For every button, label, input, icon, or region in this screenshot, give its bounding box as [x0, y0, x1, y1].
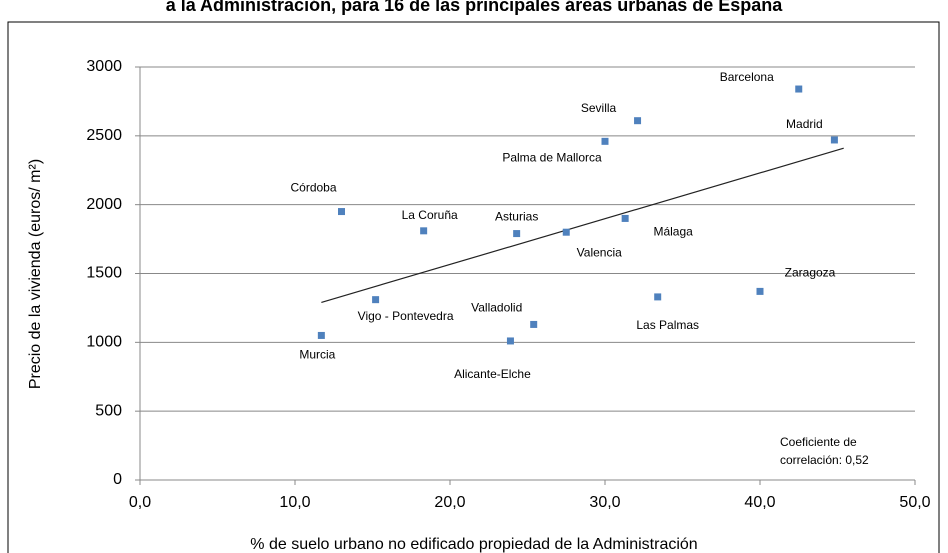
point	[506, 337, 514, 345]
point	[634, 117, 642, 125]
point-label: Alicante-Elche	[454, 367, 531, 381]
point	[830, 136, 838, 144]
point	[654, 293, 662, 301]
x-tick-label: 20,0	[434, 494, 465, 511]
point	[338, 208, 345, 216]
y-tick-label: 3000	[86, 58, 122, 75]
point-label: Asturias	[495, 210, 538, 224]
point-label: Valladolid	[471, 301, 522, 315]
point-label: Las Palmas	[636, 318, 699, 332]
annotation: correlación: 0,52	[780, 453, 869, 467]
point-label: Sevilla	[581, 101, 617, 115]
point	[513, 230, 521, 238]
y-tick-label: 2000	[86, 196, 122, 213]
chart-title: a la Administración, para 16 de las prin…	[166, 0, 784, 15]
point-label: Vigo - Pontevedra	[358, 309, 454, 323]
y-tick-label: 1500	[86, 265, 122, 282]
x-axis-label: % de suelo urbano no edificado propiedad…	[250, 536, 697, 553]
annotation: Coeficiente de	[780, 435, 857, 449]
x-tick-label: 50,0	[899, 494, 930, 511]
y-tick-label: 1000	[86, 334, 122, 351]
point-label: Palma de Mallorca	[502, 151, 602, 165]
point	[317, 331, 325, 339]
point-label: Barcelona	[720, 70, 774, 84]
point-label: Murcia	[299, 348, 335, 362]
trendline	[321, 147, 844, 303]
x-tick-label: 40,0	[744, 494, 775, 511]
y-tick-label: 500	[95, 402, 122, 419]
point	[372, 296, 380, 304]
point	[530, 320, 538, 328]
point-label: Málaga	[653, 225, 693, 239]
point-label: Zaragoza	[785, 266, 836, 280]
y-tick-label: 0	[113, 471, 122, 488]
point	[756, 287, 764, 295]
frame	[7, 21, 940, 553]
point-label: Valencia	[577, 245, 622, 259]
x-tick-label: 30,0	[589, 494, 620, 511]
point-label: Madrid	[786, 117, 823, 131]
x-tick-label: 10,0	[279, 494, 310, 511]
point	[562, 228, 570, 236]
point-label: Córdoba	[290, 181, 336, 195]
point	[601, 137, 609, 145]
point	[795, 85, 803, 93]
y-axis-label: Precio de la vivienda (euros/ m²)	[27, 159, 44, 389]
point-label: La Coruña	[402, 208, 458, 222]
y-tick-label: 2500	[86, 127, 122, 144]
point	[621, 214, 629, 222]
x-tick-label: 0,0	[129, 494, 151, 511]
point	[420, 227, 428, 235]
